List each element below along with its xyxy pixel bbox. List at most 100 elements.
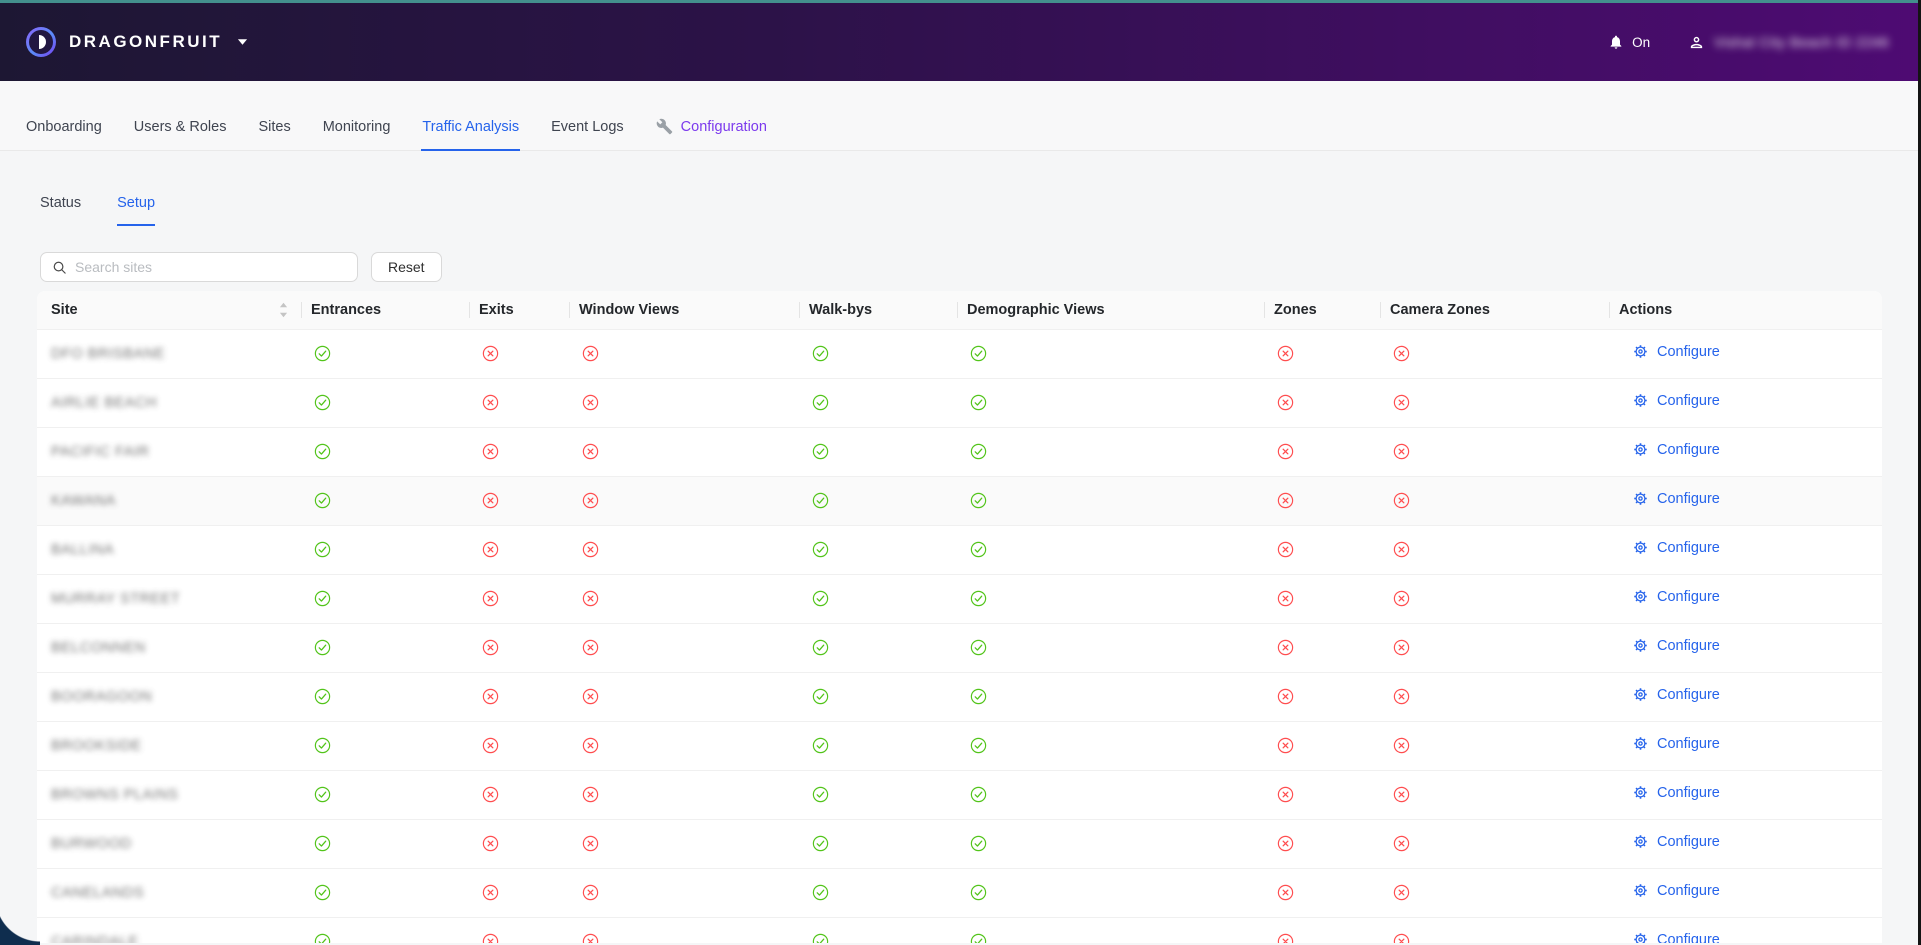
- demographic-views-status-cell: [957, 770, 1264, 820]
- entrances-status-cell: [301, 378, 469, 428]
- enabled-check-icon: [314, 786, 331, 803]
- sub-tab-setup[interactable]: Setup: [117, 195, 156, 226]
- configure-link[interactable]: Configure: [1633, 344, 1720, 360]
- window-views-status-cell: [569, 868, 799, 918]
- gear-icon: [1634, 639, 1647, 652]
- disabled-cross-icon: [582, 688, 599, 705]
- configure-link[interactable]: Configure: [1633, 785, 1720, 801]
- zones-status-cell: [1264, 476, 1380, 526]
- configure-link[interactable]: Configure: [1633, 393, 1720, 409]
- search-sites-input[interactable]: [75, 259, 346, 275]
- camera-zones-status-cell: [1380, 378, 1609, 428]
- disabled-cross-icon: [582, 541, 599, 558]
- dragonfruit-logo-icon: [26, 27, 56, 57]
- window-views-status-cell: [569, 574, 799, 624]
- brand-menu[interactable]: DRAGONFRUIT: [26, 27, 248, 57]
- user-menu[interactable]: Vishal City Beach ID 2246: [1688, 34, 1889, 51]
- site-name-text: CANELANDS: [51, 884, 145, 901]
- column-header-site[interactable]: Site: [37, 291, 301, 329]
- main-tab-sites[interactable]: Sites: [257, 119, 291, 151]
- demographic-views-status-cell: [957, 917, 1264, 943]
- configure-link[interactable]: Configure: [1633, 687, 1720, 703]
- entrances-status-cell: [301, 672, 469, 722]
- exits-status-cell: [469, 770, 569, 820]
- configure-link[interactable]: Configure: [1633, 932, 1720, 943]
- table-toolbar: Reset: [40, 252, 1921, 282]
- demographic-views-status-cell: [957, 427, 1264, 477]
- main-tab-users-roles[interactable]: Users & Roles: [133, 119, 228, 151]
- table-row: BROOKSIDE Configure: [37, 721, 1882, 771]
- demographic-views-status-cell: [957, 525, 1264, 575]
- site-name-text: BROWNS PLAINS: [51, 786, 179, 803]
- table-row: BURWOOD Configure: [37, 819, 1882, 869]
- sort-icon[interactable]: [278, 301, 289, 319]
- enabled-check-icon: [314, 541, 331, 558]
- exits-status-cell: [469, 623, 569, 673]
- enabled-check-icon: [314, 394, 331, 411]
- configure-link[interactable]: Configure: [1633, 442, 1720, 458]
- wrench-icon: [656, 118, 673, 135]
- main-tab-onboarding[interactable]: Onboarding: [25, 119, 103, 151]
- configure-label: Configure: [1657, 588, 1720, 605]
- exits-status-cell: [469, 917, 569, 943]
- main-nav-tabs: Onboarding Users & Roles Sites Monitoring Tr…: [0, 81, 1921, 151]
- reset-button[interactable]: Reset: [371, 252, 442, 282]
- configure-label: Configure: [1657, 735, 1720, 752]
- disabled-cross-icon: [482, 688, 499, 705]
- window-views-status-cell: [569, 721, 799, 771]
- camera-zones-status-cell: [1380, 721, 1609, 771]
- walk-bys-status-cell: [799, 525, 957, 575]
- camera-zones-status-cell: [1380, 770, 1609, 820]
- enabled-check-icon: [812, 394, 829, 411]
- entrances-status-cell: [301, 917, 469, 943]
- entrances-status-cell: [301, 525, 469, 575]
- exits-status-cell: [469, 574, 569, 624]
- disabled-cross-icon: [482, 639, 499, 656]
- main-tab-configuration[interactable]: Configuration: [655, 118, 768, 151]
- configure-label: Configure: [1657, 931, 1720, 943]
- main-tab-event-logs[interactable]: Event Logs: [550, 119, 625, 151]
- configure-link[interactable]: Configure: [1633, 638, 1720, 654]
- main-tab-traffic-analysis[interactable]: Traffic Analysis: [421, 119, 521, 151]
- site-name-text: BOORAGOON: [51, 688, 153, 705]
- walk-bys-status-cell: [799, 917, 957, 943]
- exits-status-cell: [469, 378, 569, 428]
- walk-bys-status-cell: [799, 868, 957, 918]
- window-views-status-cell: [569, 623, 799, 673]
- configure-link[interactable]: Configure: [1633, 589, 1720, 605]
- window-right-edge: [1918, 0, 1921, 945]
- main-tab-label: Sites: [258, 119, 291, 135]
- site-name-text: MURRAY STREET: [51, 590, 181, 607]
- zones-status-cell: [1264, 672, 1380, 722]
- gear-icon: [1634, 884, 1647, 897]
- notifications-toggle[interactable]: On: [1608, 34, 1650, 50]
- camera-zones-status-cell: [1380, 623, 1609, 673]
- site-name-cell: BROWNS PLAINS: [37, 770, 301, 820]
- enabled-check-icon: [970, 443, 987, 460]
- actions-cell: Configure: [1609, 427, 1882, 477]
- sub-tab-status[interactable]: Status: [40, 195, 82, 211]
- enabled-check-icon: [314, 835, 331, 852]
- enabled-check-icon: [970, 492, 987, 509]
- disabled-cross-icon: [482, 884, 499, 901]
- camera-zones-status-cell: [1380, 819, 1609, 869]
- configure-link[interactable]: Configure: [1633, 491, 1720, 507]
- disabled-cross-icon: [1393, 786, 1410, 803]
- configure-link[interactable]: Configure: [1633, 883, 1720, 899]
- main-tab-monitoring[interactable]: Monitoring: [322, 119, 392, 151]
- main-tab-label: Onboarding: [26, 119, 102, 135]
- enabled-check-icon: [314, 443, 331, 460]
- configure-link[interactable]: Configure: [1633, 834, 1720, 850]
- enabled-check-icon: [314, 590, 331, 607]
- configure-link[interactable]: Configure: [1633, 736, 1720, 752]
- disabled-cross-icon: [582, 492, 599, 509]
- configure-link[interactable]: Configure: [1633, 540, 1720, 556]
- enabled-check-icon: [970, 835, 987, 852]
- search-icon: [52, 260, 67, 275]
- header-actions: On Vishal City Beach ID 2246: [1608, 34, 1889, 51]
- disabled-cross-icon: [482, 786, 499, 803]
- window-views-status-cell: [569, 672, 799, 722]
- disabled-cross-icon: [482, 835, 499, 852]
- disabled-cross-icon: [1277, 345, 1294, 362]
- configure-label: Configure: [1657, 539, 1720, 556]
